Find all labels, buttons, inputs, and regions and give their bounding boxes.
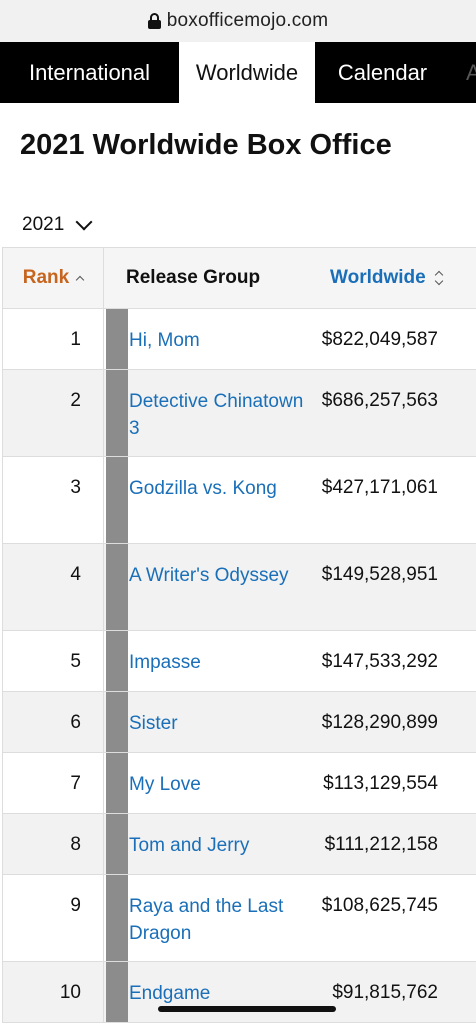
table-header: Rank Release Group Worldwide bbox=[3, 248, 476, 309]
table-row: 10 Endgame $91,815,762 bbox=[3, 962, 476, 1023]
nav-tabs: International Worldwide Calendar A bbox=[0, 42, 476, 103]
row-indicator-bar bbox=[106, 457, 128, 543]
tab-overflow[interactable]: A bbox=[466, 59, 476, 85]
row-indicator-bar bbox=[106, 370, 128, 456]
row-indicator-bar bbox=[106, 875, 128, 961]
browser-url-bar[interactable]: boxofficemojo.com bbox=[0, 0, 476, 42]
url-text: boxofficemojo.com bbox=[166, 10, 329, 31]
rank-cell: 9 bbox=[3, 875, 104, 961]
rank-header-label: Rank bbox=[22, 267, 70, 288]
row-indicator-bar bbox=[106, 814, 128, 874]
gross-cell: $427,171,061 bbox=[321, 477, 438, 498]
title-link[interactable]: Tom and Jerry bbox=[129, 835, 250, 856]
rank-cell: 5 bbox=[3, 631, 104, 691]
row-indicator-bar bbox=[106, 631, 128, 691]
worldwide-header-label: Worldwide bbox=[330, 267, 426, 288]
tab-worldwide[interactable]: Worldwide bbox=[179, 42, 315, 103]
row-indicator-bar bbox=[106, 692, 128, 752]
title-link[interactable]: A Writer's Odyssey bbox=[129, 565, 289, 586]
table-row: 4 A Writer's Odyssey $149,528,951 bbox=[3, 544, 476, 631]
rank-cell: 7 bbox=[3, 753, 104, 813]
rank-cell: 3 bbox=[3, 457, 104, 543]
tab-international[interactable]: International bbox=[28, 59, 151, 85]
rank-column-header[interactable]: Rank bbox=[3, 248, 104, 308]
table-row: 2 Detective Chinatown 3 $686,257,563 bbox=[3, 370, 476, 457]
row-indicator-bar bbox=[106, 309, 128, 369]
table-row: 9 Raya and the Last Dragon $108,625,745 bbox=[3, 875, 476, 962]
title-link[interactable]: Sister bbox=[129, 713, 178, 734]
page-title: 2021 Worldwide Box Office bbox=[20, 129, 392, 161]
title-link[interactable]: Impasse bbox=[129, 652, 201, 673]
year-selector[interactable]: 2021 bbox=[0, 195, 476, 255]
title-link[interactable]: Godzilla vs. Kong bbox=[129, 478, 277, 499]
title-link[interactable]: Raya and the Last Dragon bbox=[129, 896, 284, 944]
row-indicator-bar bbox=[106, 962, 128, 1022]
table-row: 7 My Love $113,129,554 bbox=[3, 753, 476, 814]
rank-cell: 1 bbox=[3, 309, 104, 369]
rank-cell: 2 bbox=[3, 370, 104, 456]
gross-cell: $149,528,951 bbox=[321, 564, 438, 585]
sort-toggle-icon bbox=[434, 270, 444, 286]
year-value: 2021 bbox=[22, 214, 65, 235]
release-group-column-header: Release Group bbox=[126, 267, 261, 288]
gross-cell: $686,257,563 bbox=[321, 390, 438, 411]
sort-ascending-icon bbox=[75, 275, 85, 285]
title-link[interactable]: My Love bbox=[129, 774, 201, 795]
table-row: 8 Tom and Jerry $111,212,158 bbox=[3, 814, 476, 875]
gross-cell: $91,815,762 bbox=[332, 982, 438, 1003]
rank-cell: 6 bbox=[3, 692, 104, 752]
gross-cell: $128,290,899 bbox=[321, 712, 438, 733]
title-link[interactable]: Detective Chinatown 3 bbox=[129, 391, 304, 439]
table-row: 1 Hi, Mom $822,049,587 bbox=[3, 309, 476, 370]
table-row: 5 Impasse $147,533,292 bbox=[3, 631, 476, 692]
rank-cell: 10 bbox=[3, 962, 104, 1022]
row-indicator-bar bbox=[106, 544, 128, 630]
gross-cell: $113,129,554 bbox=[323, 773, 438, 794]
worldwide-column-header[interactable]: Worldwide bbox=[306, 248, 476, 308]
rank-cell: 8 bbox=[3, 814, 104, 874]
table-row: 3 Godzilla vs. Kong $427,171,061 bbox=[3, 457, 476, 544]
lock-icon bbox=[147, 13, 161, 29]
table-row: 6 Sister $128,290,899 bbox=[3, 692, 476, 753]
title-link[interactable]: Endgame bbox=[129, 983, 211, 1004]
home-indicator[interactable] bbox=[158, 1006, 336, 1012]
gross-cell: $822,049,587 bbox=[321, 329, 438, 350]
rank-cell: 4 bbox=[3, 544, 104, 630]
gross-cell: $108,625,745 bbox=[321, 895, 438, 916]
row-indicator-bar bbox=[106, 753, 128, 813]
tab-calendar[interactable]: Calendar bbox=[337, 59, 428, 85]
gross-cell: $111,212,158 bbox=[324, 834, 438, 855]
gross-cell: $147,533,292 bbox=[321, 651, 438, 672]
chevron-down-icon bbox=[75, 213, 93, 231]
box-office-table: Rank Release Group Worldwide 1 Hi, Mom $… bbox=[2, 247, 476, 1023]
title-link[interactable]: Hi, Mom bbox=[129, 330, 200, 351]
